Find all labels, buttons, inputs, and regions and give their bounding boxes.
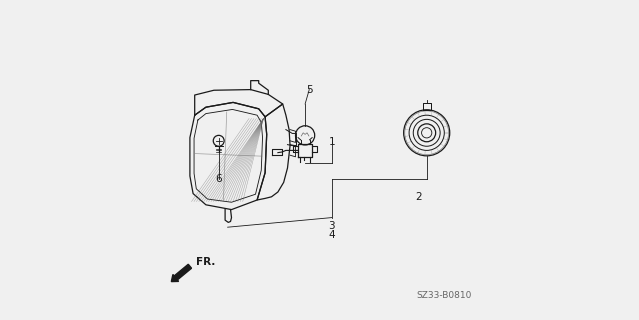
Text: 2: 2: [415, 192, 422, 202]
Text: 3: 3: [328, 220, 335, 231]
Text: 5: 5: [306, 84, 312, 95]
Text: FR.: FR.: [196, 257, 216, 268]
Text: SZ33-B0810: SZ33-B0810: [416, 292, 472, 300]
FancyArrow shape: [171, 264, 192, 282]
Text: 1: 1: [328, 137, 335, 148]
Text: 6: 6: [215, 174, 222, 184]
Text: 4: 4: [328, 230, 335, 240]
